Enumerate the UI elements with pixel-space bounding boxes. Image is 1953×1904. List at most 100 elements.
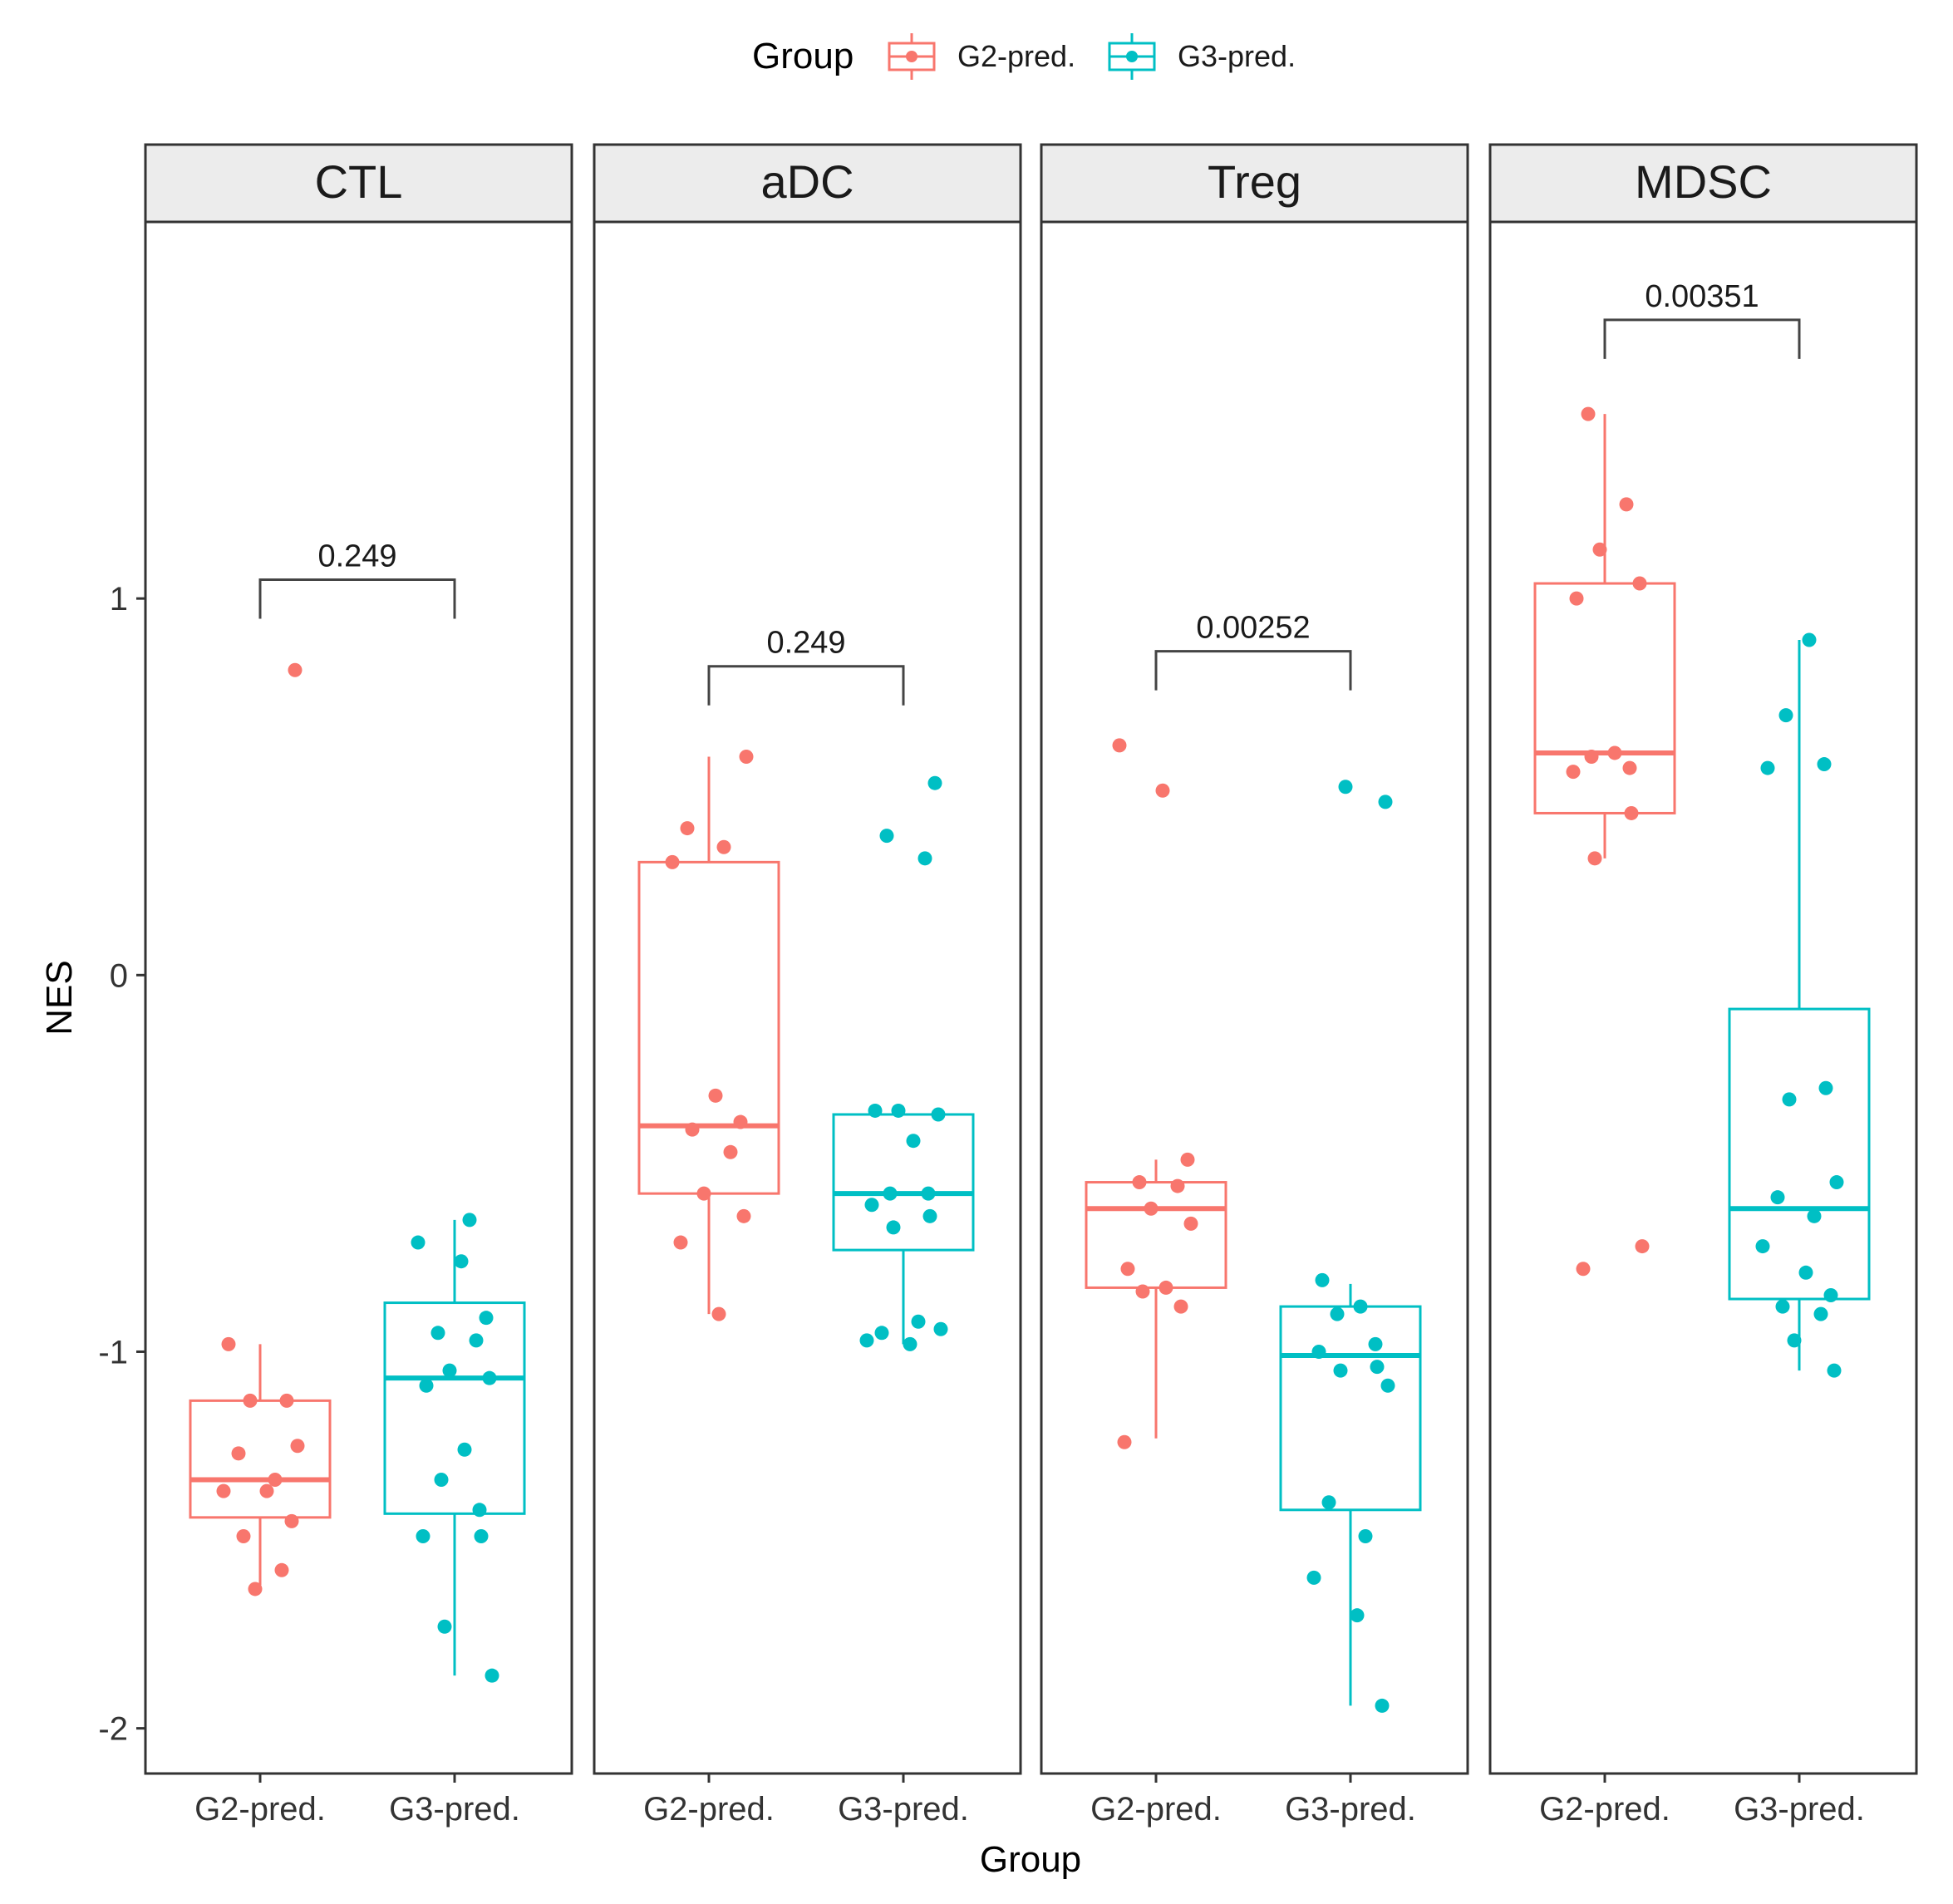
data-point: [736, 1208, 751, 1223]
data-point: [1635, 1239, 1650, 1254]
data-point: [906, 1134, 921, 1149]
panel-frame: [1488, 220, 1918, 1775]
box-iqr: [1533, 582, 1676, 814]
data-point: [290, 1439, 305, 1454]
data-point: [1155, 783, 1170, 798]
data-point: [1370, 1360, 1385, 1375]
box-iqr: [1279, 1305, 1422, 1512]
data-point: [474, 1529, 489, 1544]
data-point: [1170, 1178, 1185, 1193]
data-point: [1380, 1378, 1395, 1393]
data-point: [442, 1363, 457, 1378]
data-point: [673, 1235, 688, 1250]
box-g2: [1533, 406, 1676, 1277]
data-point: [879, 829, 894, 844]
panel-ctl: CTL G2-pred. G3-pred. 0.249: [144, 143, 573, 1828]
data-point: [921, 1186, 936, 1201]
panel-title: MDSC: [1635, 155, 1772, 208]
legend: Group G2-pred. G3-pred.: [752, 33, 1296, 80]
data-point: [1112, 738, 1127, 753]
y-axis: -2 -1 0 1 NES: [39, 581, 145, 1748]
data-point: [1330, 1306, 1345, 1321]
data-point: [931, 1107, 946, 1122]
p-value-label: 0.249: [317, 539, 396, 573]
data-point: [922, 1208, 937, 1223]
significance-bracket: 0.249: [707, 626, 905, 706]
box-g3: [1728, 632, 1871, 1378]
data-point: [1566, 765, 1581, 780]
data-point: [1782, 1092, 1797, 1107]
panel-treg: Treg G2-pred. G3-pred. 0.00252: [1040, 143, 1469, 1828]
data-point: [911, 1314, 926, 1329]
bracket-line: [1154, 650, 1352, 691]
legend-key-point: [906, 51, 917, 62]
data-point: [279, 1393, 294, 1408]
data-point: [711, 1306, 726, 1321]
data-point: [454, 1254, 469, 1269]
x-tick-label: G3-pred.: [1285, 1791, 1416, 1828]
data-point: [917, 851, 932, 866]
panel-frame: [1040, 220, 1469, 1775]
data-point: [1311, 1344, 1326, 1359]
data-point: [231, 1446, 246, 1461]
data-point: [1587, 851, 1602, 866]
panel-frame: [593, 220, 1022, 1775]
panel-strip: [144, 143, 573, 224]
data-point: [739, 749, 754, 764]
data-point: [1132, 1175, 1147, 1190]
data-point: [1180, 1152, 1195, 1167]
bracket-line: [258, 578, 456, 619]
data-point: [859, 1333, 874, 1348]
data-point: [1755, 1239, 1770, 1254]
legend-label-g2: G2-pred.: [957, 39, 1075, 73]
box-g3: [383, 1213, 526, 1683]
y-tick-label: -1: [98, 1334, 128, 1370]
data-point: [933, 1321, 948, 1336]
legend-label-g3: G3-pred.: [1178, 39, 1296, 73]
data-point: [1770, 1190, 1785, 1205]
data-point: [1306, 1570, 1321, 1585]
data-point: [1823, 1287, 1838, 1302]
data-point: [259, 1483, 274, 1498]
data-point: [733, 1114, 748, 1129]
x-tick-label: G2-pred.: [194, 1791, 326, 1828]
y-tick-label: -2: [98, 1711, 128, 1748]
data-point: [1173, 1299, 1188, 1314]
data-point: [1584, 749, 1599, 764]
data-point: [284, 1513, 299, 1528]
data-point: [430, 1326, 445, 1341]
data-point: [1338, 780, 1353, 795]
data-point: [462, 1213, 477, 1228]
data-point: [903, 1336, 917, 1351]
data-point: [1787, 1333, 1802, 1348]
box-iqr: [1085, 1181, 1227, 1289]
data-point: [1576, 1262, 1591, 1277]
panel-strip: [1488, 143, 1918, 224]
legend-key-g3: [1108, 33, 1156, 80]
data-point: [1368, 1336, 1383, 1351]
data-point: [411, 1235, 426, 1250]
panel-title: aDC: [760, 155, 854, 208]
data-point: [485, 1668, 499, 1683]
data-point: [434, 1473, 449, 1488]
y-tick-label: 1: [110, 581, 128, 617]
data-point: [1592, 542, 1607, 557]
data-point: [1375, 1698, 1390, 1713]
data-point: [1807, 1208, 1822, 1223]
panel-mdsc: MDSC G2-pred. G3-pred. 0.00351: [1488, 143, 1918, 1828]
data-point: [680, 821, 695, 836]
data-point: [1813, 1306, 1828, 1321]
data-point: [472, 1503, 487, 1518]
data-point: [883, 1186, 898, 1201]
data-point: [457, 1442, 472, 1457]
p-value-label: 0.00351: [1645, 279, 1759, 314]
data-point: [1817, 757, 1832, 772]
panel-title: CTL: [315, 155, 403, 208]
data-point: [1778, 708, 1793, 723]
p-value-label: 0.249: [766, 626, 845, 661]
box-iqr: [189, 1399, 332, 1519]
significance-bracket: 0.00252: [1154, 611, 1352, 691]
data-point: [1622, 760, 1637, 775]
data-point: [1607, 745, 1622, 760]
data-point: [1818, 1080, 1833, 1095]
